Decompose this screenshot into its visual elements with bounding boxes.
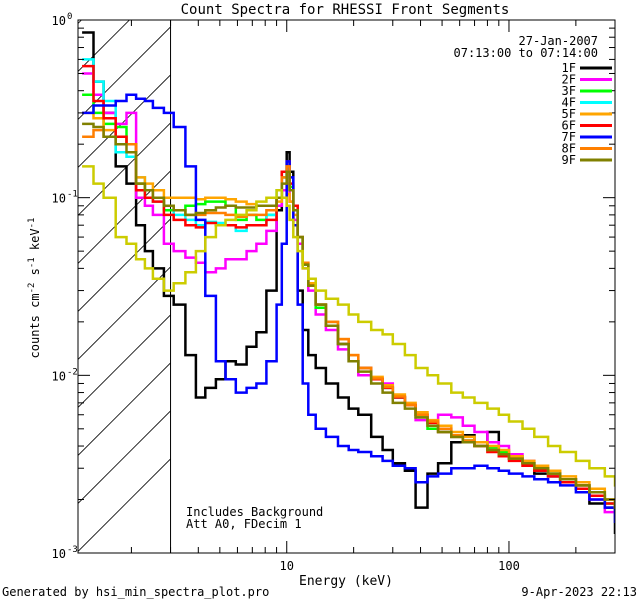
legend-label-6F: 6F <box>562 119 576 133</box>
series-layer <box>82 31 615 535</box>
y-tick-exponent: -1 <box>67 190 78 200</box>
hatch-line <box>77 266 171 360</box>
legend-time-range: 07:13:00 to 07:14:00 <box>454 46 599 60</box>
y-tick-label: 10 <box>52 192 66 206</box>
legend-label-5F: 5F <box>562 107 576 121</box>
series-line-5F <box>82 111 615 509</box>
hatch-line <box>77 218 171 312</box>
hatch-line <box>77 122 171 216</box>
y-axis-label-text: counts cm-2 s-1 keV-1 <box>27 218 42 359</box>
y-tick-label: 10 <box>52 369 66 383</box>
legend-label-7F: 7F <box>562 130 576 144</box>
series-line-7F <box>82 93 615 523</box>
series-line-9F <box>82 122 615 509</box>
y-tick-label: 10 <box>52 547 66 561</box>
hatched-region <box>77 19 172 553</box>
hatch-line <box>77 458 171 552</box>
legend-label-4F: 4F <box>562 96 576 110</box>
legend-label-8F: 8F <box>562 142 576 156</box>
y-tick-exponent: -3 <box>67 545 78 555</box>
legend-label-3F: 3F <box>562 84 576 98</box>
hatch-line <box>77 19 82 24</box>
annotation-background: Includes Background <box>186 505 323 519</box>
legend-label-1F: 1F <box>562 61 576 75</box>
chart-title: Count Spectra for RHESSI Front Segments <box>181 2 510 18</box>
hatch-line <box>77 74 171 168</box>
y-tick-exponent: 0 <box>67 12 72 22</box>
hatch-line <box>77 410 171 504</box>
footer-generated-by: Generated by hsi_min_spectra_plot.pro <box>2 585 269 599</box>
legend-label-9F: 9F <box>562 153 576 167</box>
hatch-line <box>77 314 171 408</box>
hatch-line <box>77 362 171 456</box>
x-tick-label: 10 <box>280 559 294 573</box>
hatch-line <box>77 170 171 264</box>
y-axis-label: counts cm-2 s-1 keV-1 <box>27 218 42 359</box>
footer-timestamp: 9-Apr-2023 22:13 <box>521 585 637 599</box>
y-tick-exponent: -2 <box>67 367 78 377</box>
x-tick-label: 100 <box>498 559 520 573</box>
x-tick-labels: 10 100 <box>280 559 520 573</box>
legend-label-2F: 2F <box>562 73 576 87</box>
hatch-line <box>77 19 130 72</box>
annotation-attenuator: Att A0, FDecim 1 <box>186 517 302 531</box>
y-tick-label: 10 <box>52 14 66 28</box>
axis-ticks <box>78 19 616 554</box>
legend-date: 27-Jan-2007 <box>519 34 598 48</box>
plot-frame <box>77 19 616 554</box>
x-axis-label: Energy (keV) <box>299 574 393 589</box>
series-line-extra-9 <box>82 165 615 487</box>
